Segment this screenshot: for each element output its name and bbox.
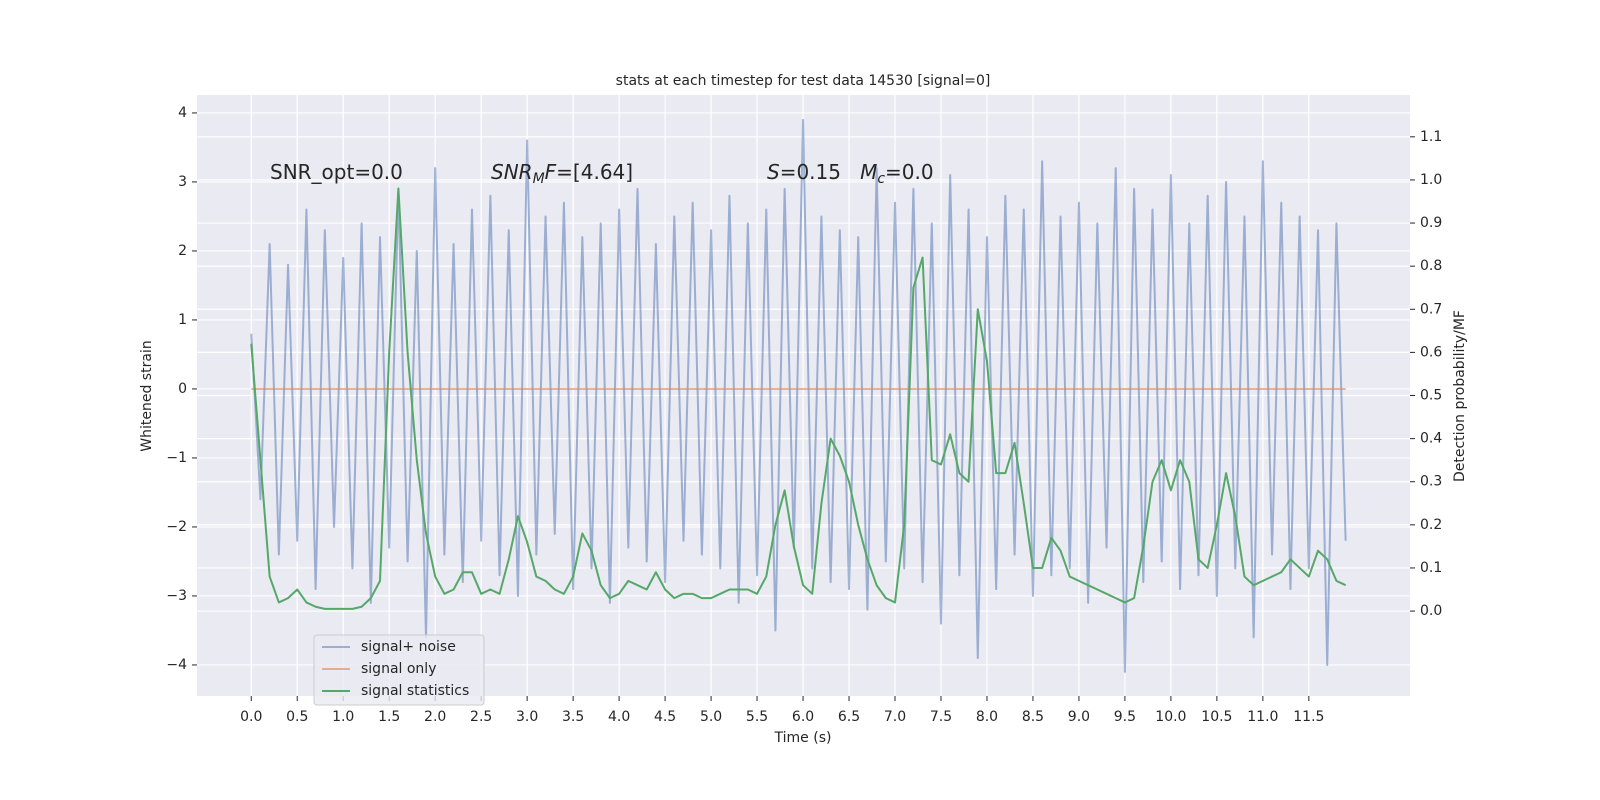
x-tick-label: 11.0 <box>1247 709 1278 725</box>
annotation-part: M <box>860 160 877 184</box>
y-tick-label: 1 <box>178 312 187 328</box>
legend-label: signal only <box>361 661 436 677</box>
y-tick-label: −3 <box>166 588 187 604</box>
x-tick-label: 6.5 <box>838 709 860 725</box>
x-tick-label: 2.5 <box>470 709 492 725</box>
annotation-part: =[4.64] <box>556 160 633 184</box>
y2-tick-label: 1.0 <box>1420 172 1442 188</box>
y2-tick-label: 0.8 <box>1420 258 1442 274</box>
x-tick-label: 3.0 <box>516 709 538 725</box>
x-tick-label: 5.0 <box>700 709 722 725</box>
y2-axis-label: Detection probability/MF <box>1452 310 1468 482</box>
y2-tick-label: 0.6 <box>1420 344 1442 360</box>
annotation: S=0.15 Mc=0.0 <box>767 160 934 188</box>
y-tick-label: 0 <box>178 381 187 397</box>
x-tick-label: 11.5 <box>1293 709 1324 725</box>
annotation-part: S <box>767 160 780 184</box>
annotation-part: SNR <box>491 160 533 184</box>
x-tick-label: 0.0 <box>240 709 262 725</box>
x-tick-label: 0.5 <box>286 709 308 725</box>
chart-title: stats at each timestep for test data 145… <box>616 73 991 89</box>
x-tick-label: 9.5 <box>1114 709 1136 725</box>
annotation-part: M <box>533 171 545 187</box>
y-tick-label: 3 <box>178 174 187 190</box>
series-line <box>250 187 1347 610</box>
legend: signal+ noise signal only signal statistic… <box>313 634 485 706</box>
y2-tick-label: 0.9 <box>1420 215 1442 231</box>
annotation-part: =0.0 <box>885 160 934 184</box>
series-line <box>250 118 1347 673</box>
x-tick-label: 6.0 <box>792 709 814 725</box>
x-tick-label: 7.0 <box>884 709 906 725</box>
x-tick-label: 5.5 <box>746 709 768 725</box>
legend-box <box>313 634 485 706</box>
y2-tick-label: 0.3 <box>1420 474 1442 490</box>
x-tick-label: 4.5 <box>654 709 676 725</box>
x-tick-label: 1.0 <box>332 709 354 725</box>
legend-label: signal statistics <box>361 683 469 699</box>
y2-tick-label: 0.4 <box>1420 431 1442 447</box>
x-tick-label: 4.0 <box>608 709 630 725</box>
y2-tick-label: 0.0 <box>1420 603 1442 619</box>
x-tick-label: 8.0 <box>976 709 998 725</box>
y-tick-label: −1 <box>166 450 187 466</box>
y-tick-label: 2 <box>178 243 187 259</box>
y-tick-label: −2 <box>166 519 187 535</box>
x-tick-label: 1.5 <box>378 709 400 725</box>
y-axis-label: Whitened strain <box>139 340 155 451</box>
annotation-part: F <box>545 160 557 184</box>
x-tick-label: 10.0 <box>1155 709 1186 725</box>
x-tick-label: 7.5 <box>930 709 952 725</box>
annotation: SNR_opt=0.0 <box>270 160 403 184</box>
legend-label: signal+ noise <box>361 639 456 655</box>
y2-tick-label: 1.1 <box>1420 129 1442 145</box>
annotation-part: =0.15 <box>780 160 860 184</box>
y-tick-label: −4 <box>166 657 187 673</box>
annotation: SNRMF=[4.64] <box>491 160 633 188</box>
x-tick-label: 3.5 <box>562 709 584 725</box>
x-tick-label: 2.0 <box>424 709 446 725</box>
x-tick-label: 9.0 <box>1068 709 1090 725</box>
annotation-part: c <box>877 171 885 187</box>
y-tick-label: 4 <box>178 105 187 121</box>
y2-tick-label: 0.2 <box>1420 517 1442 533</box>
annotation-part: SNR_opt=0.0 <box>270 160 403 184</box>
y2-tick-label: 0.5 <box>1420 388 1442 404</box>
y2-tick-label: 0.1 <box>1420 560 1442 576</box>
y2-tick-label: 0.7 <box>1420 301 1442 317</box>
x-tick-label: 8.5 <box>1022 709 1044 725</box>
x-tick-label: 10.5 <box>1201 709 1232 725</box>
x-axis-label: Time (s) <box>774 730 832 746</box>
